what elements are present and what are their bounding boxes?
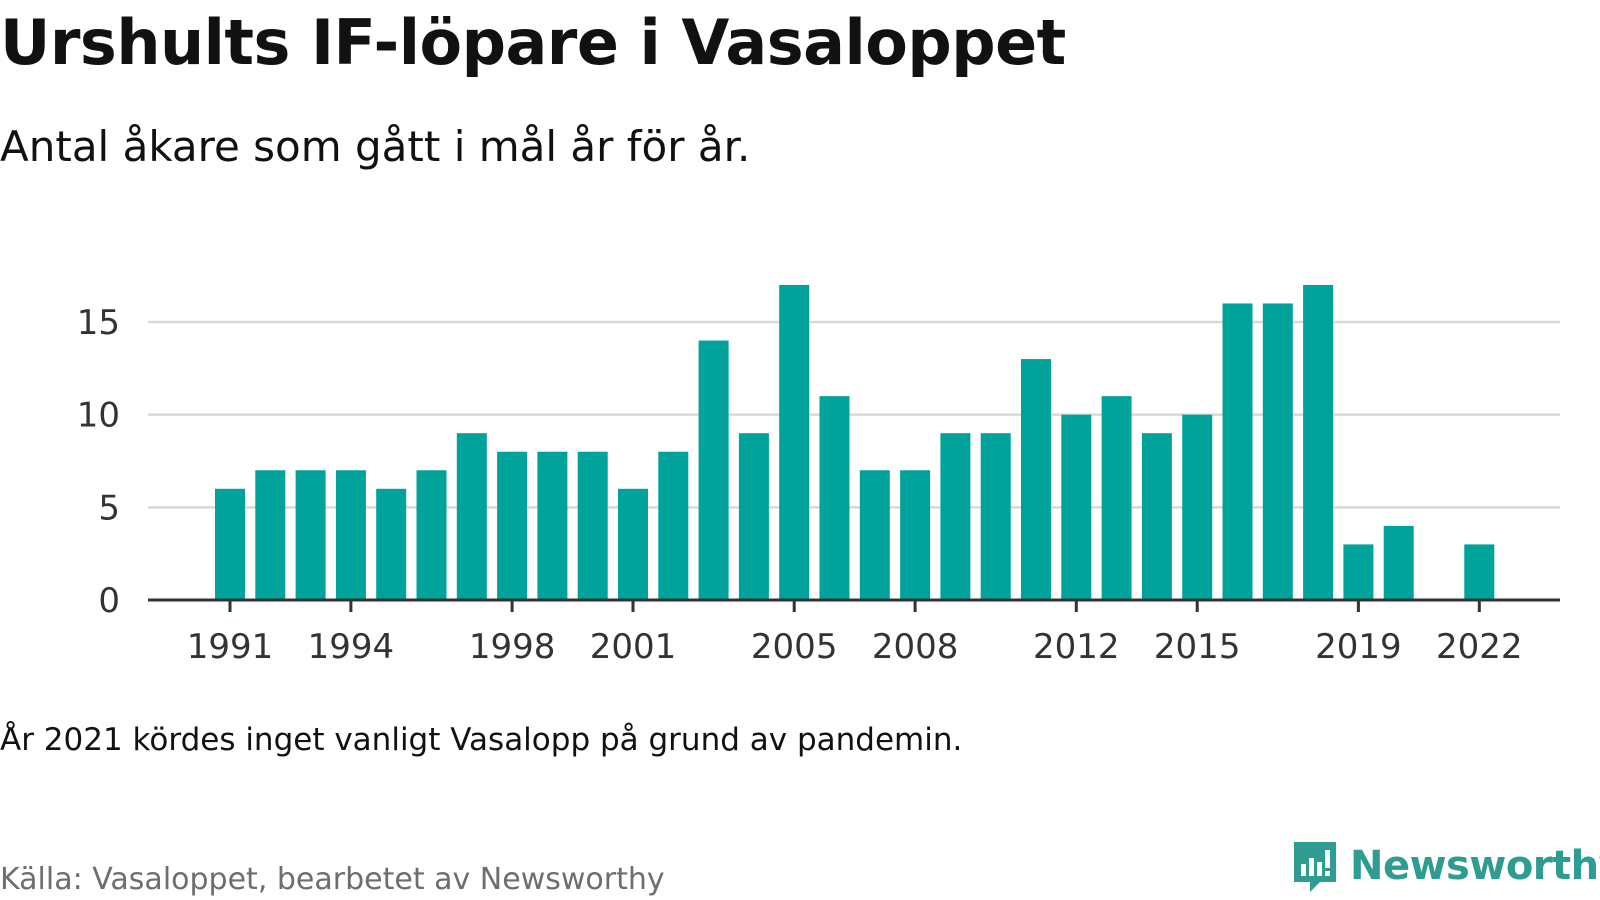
bar bbox=[819, 396, 850, 600]
y-tick-label: 5 bbox=[98, 488, 120, 528]
x-tick-label: 2019 bbox=[1315, 627, 1402, 667]
bar bbox=[255, 470, 286, 600]
chart-subtitle: Antal åkare som gått i mål år för år. bbox=[0, 122, 751, 171]
bar bbox=[1101, 396, 1132, 600]
bar bbox=[1141, 433, 1172, 600]
x-tick-label: 2022 bbox=[1436, 627, 1523, 667]
bar bbox=[577, 451, 608, 600]
y-tick-label: 10 bbox=[77, 396, 120, 436]
x-tick-label: 2008 bbox=[872, 627, 959, 667]
footnote: År 2021 kördes inget vanligt Vasalopp på… bbox=[0, 722, 963, 758]
x-tick-label: 1994 bbox=[308, 627, 395, 667]
y-tick-labels: 0 5 10 15 bbox=[77, 303, 120, 621]
y-tick-label: 15 bbox=[77, 303, 120, 343]
bar bbox=[1061, 414, 1092, 600]
bar bbox=[698, 340, 729, 600]
brand-name: Newsworthy bbox=[1350, 843, 1600, 889]
bar bbox=[537, 451, 568, 600]
bar bbox=[980, 433, 1011, 600]
chart-title: Urshults IF-löpare i Vasaloppet bbox=[0, 6, 1066, 79]
bar bbox=[215, 488, 245, 600]
bars bbox=[215, 284, 1495, 600]
bar bbox=[416, 470, 447, 600]
x-tick-label: 2015 bbox=[1154, 627, 1241, 667]
bar bbox=[738, 433, 769, 600]
bar bbox=[658, 451, 689, 600]
bar bbox=[456, 433, 487, 600]
x-tick-label: 2005 bbox=[751, 627, 838, 667]
bar bbox=[900, 470, 931, 600]
y-tick-label: 0 bbox=[98, 581, 120, 621]
bar bbox=[1383, 525, 1414, 600]
bar bbox=[1343, 544, 1374, 600]
newsworthy-logo-icon bbox=[1294, 842, 1336, 892]
x-tick-labels: 1991 1994 1998 2001 2005 2008 2012 2015 2019 2022 bbox=[187, 627, 1523, 667]
x-tick-label: 1991 bbox=[187, 627, 274, 667]
bar bbox=[497, 451, 528, 600]
bar bbox=[940, 433, 971, 600]
bar bbox=[1262, 303, 1293, 600]
x-tick-label: 2001 bbox=[590, 627, 677, 667]
bar bbox=[1222, 303, 1253, 600]
source-text: Källa: Vasaloppet, bearbetet av Newswort… bbox=[0, 862, 665, 897]
bar bbox=[376, 488, 407, 600]
bar bbox=[1303, 284, 1334, 600]
bar-chart: 0 5 10 15 1991 1994 1998 2001 2005 2008 2012 2015 2… bbox=[77, 284, 1560, 667]
x-axis bbox=[148, 598, 1560, 612]
x-tick-label: 1998 bbox=[469, 627, 556, 667]
x-tick-label: 2012 bbox=[1033, 627, 1120, 667]
bar bbox=[779, 284, 810, 600]
bar bbox=[335, 470, 366, 600]
brand-logo: Newsworthy bbox=[1290, 838, 1600, 894]
bar bbox=[1021, 359, 1051, 600]
bar bbox=[859, 470, 890, 600]
bar bbox=[1182, 414, 1213, 600]
bar bbox=[618, 488, 648, 600]
bar bbox=[295, 470, 326, 600]
bar bbox=[1464, 544, 1495, 600]
